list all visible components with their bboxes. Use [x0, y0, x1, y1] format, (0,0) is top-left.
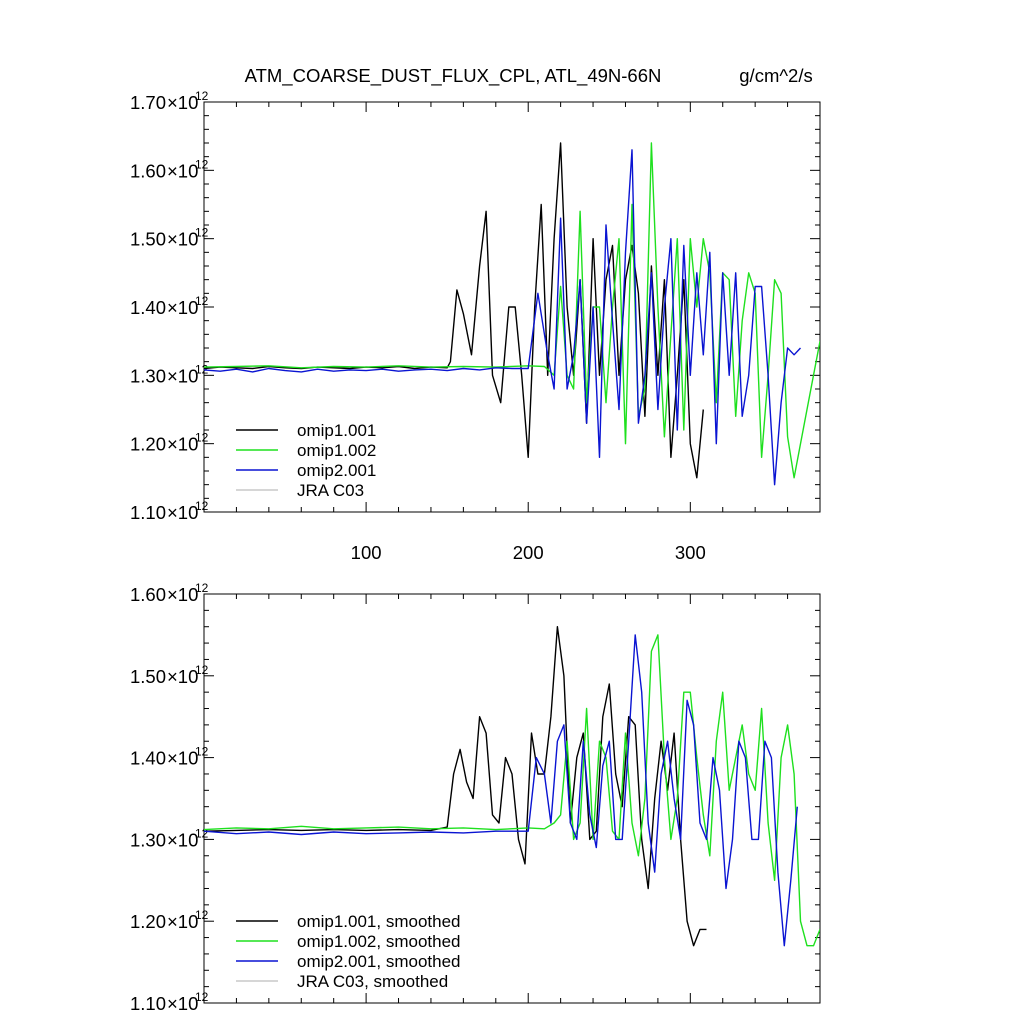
bottom-y-tick-exponent: -12 [191, 745, 209, 759]
bottom-series-omip1-001-smoothed [204, 626, 707, 947]
chart-units: g/cm^2/s [739, 65, 812, 86]
bottom-y-tick-label: 1.10 [130, 993, 166, 1014]
bottom-series-omip1-002-smoothed [204, 634, 820, 947]
top-y-tick-label: 1.20 [130, 434, 166, 455]
bottom-y-tick-exponent: -12 [191, 990, 209, 1004]
bottom-legend-label-jra-c03-smoothed: JRA C03, smoothed [297, 972, 448, 991]
top-y-tick-label: 1.50 [130, 229, 166, 250]
bottom-panel: 1.10 ×10-121.20 ×10-121.30 ×10-121.40 ×10-12… [130, 581, 821, 1014]
top-y-tick-exponent: -12 [191, 89, 209, 103]
bottom-y-tick-multiplier: ×10 [167, 666, 198, 687]
top-y-tick-exponent: -12 [191, 362, 209, 376]
top-y-tick-multiplier: ×10 [167, 502, 198, 523]
bottom-y-tick-multiplier: ×10 [167, 911, 198, 932]
bottom-y-tick-label: 1.60 [130, 584, 166, 605]
bottom-series-omip2-001-smoothed [204, 634, 798, 947]
top-y-tick-multiplier: ×10 [167, 365, 198, 386]
top-y-tick-multiplier: ×10 [167, 92, 198, 113]
top-x-tick-label: 100 [351, 542, 382, 563]
top-y-tick-multiplier: ×10 [167, 160, 198, 181]
top-y-tick-multiplier: ×10 [167, 229, 198, 250]
top-legend-label-jra-c03: JRA C03 [297, 481, 364, 500]
bottom-y-tick-label: 1.30 [130, 829, 166, 850]
bottom-y-tick-multiplier: ×10 [167, 584, 198, 605]
bottom-y-tick-exponent: -12 [191, 826, 209, 840]
bottom-legend-label-omip1-001-smoothed: omip1.001, smoothed [297, 912, 461, 931]
top-legend-label-omip1-002: omip1.002 [297, 441, 376, 460]
bottom-y-tick-label: 1.50 [130, 666, 166, 687]
top-y-tick-label: 1.30 [130, 365, 166, 386]
bottom-y-tick-exponent: -12 [191, 663, 209, 677]
bottom-y-tick-exponent: -12 [191, 908, 209, 922]
top-y-tick-label: 1.40 [130, 297, 166, 318]
top-y-tick-exponent: -12 [191, 294, 209, 308]
top-series-omip1-001 [204, 142, 704, 479]
top-y-tick-label: 1.10 [130, 502, 166, 523]
chart-title: ATM_COARSE_DUST_FLUX_CPL, ATL_49N-66N [245, 65, 662, 87]
top-y-tick-label: 1.60 [130, 160, 166, 181]
bottom-y-tick-label: 1.20 [130, 911, 166, 932]
top-y-tick-exponent: -12 [191, 226, 209, 240]
bottom-legend-label-omip1-002-smoothed: omip1.002, smoothed [297, 932, 461, 951]
bottom-y-tick-multiplier: ×10 [167, 748, 198, 769]
top-y-tick-exponent: -12 [191, 499, 209, 513]
bottom-y-tick-multiplier: ×10 [167, 829, 198, 850]
top-y-tick-exponent: -12 [191, 157, 209, 171]
top-y-tick-multiplier: ×10 [167, 297, 198, 318]
top-legend-label-omip2-001: omip2.001 [297, 461, 376, 480]
bottom-plot-frame [203, 593, 821, 1004]
top-x-tick-label: 300 [675, 542, 706, 563]
top-y-tick-multiplier: ×10 [167, 434, 198, 455]
top-panel: 1.10 ×10-121.20 ×10-121.30 ×10-121.40 ×10-12… [130, 89, 821, 563]
bottom-y-tick-exponent: -12 [191, 581, 209, 595]
bottom-y-tick-label: 1.40 [130, 748, 166, 769]
top-series-omip2-001 [204, 149, 802, 486]
bottom-legend-label-omip2-001-smoothed: omip2.001, smoothed [297, 952, 461, 971]
top-y-tick-label: 1.70 [130, 92, 166, 113]
bottom-y-tick-multiplier: ×10 [167, 993, 198, 1014]
top-y-tick-exponent: -12 [191, 431, 209, 445]
top-legend-label-omip1-001: omip1.001 [297, 421, 376, 440]
top-series-omip1-002 [204, 142, 820, 479]
top-x-tick-label: 200 [513, 542, 544, 563]
